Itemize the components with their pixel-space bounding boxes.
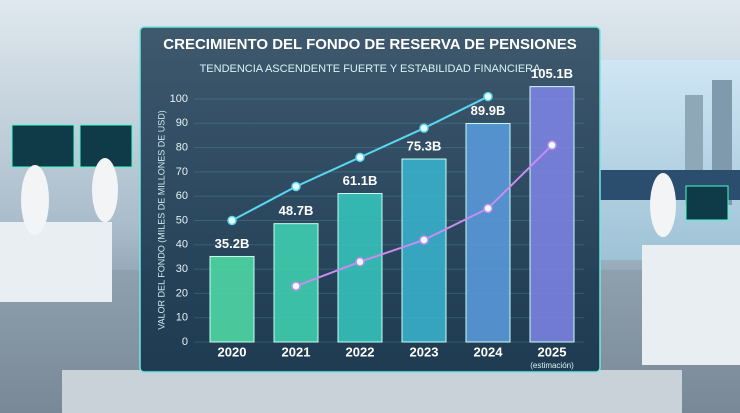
x-tick-label: 2023 <box>410 344 439 359</box>
trend-point <box>483 203 493 214</box>
bar <box>465 123 511 343</box>
trend-point <box>291 281 301 291</box>
bar <box>401 158 447 343</box>
y-tick-label: 100 <box>170 93 188 105</box>
x-tick-label: 2024 <box>474 344 504 359</box>
value-label: 35.2B <box>215 236 250 251</box>
trend-point <box>419 235 429 245</box>
chart-title: CRECIMIENTO DEL FONDO DE RESERVA DE PENS… <box>163 36 576 53</box>
y-tick-label: 40 <box>176 239 188 251</box>
y-tick-label: 50 <box>176 214 188 226</box>
scientist <box>21 165 49 235</box>
plot: 0 10 20 30 40 50 60 70 80 90 100 35.2B 2020 48.7B 2021… <box>170 66 584 370</box>
y-tick-label: 60 <box>176 190 188 202</box>
scientist <box>92 158 118 222</box>
x-tick-label: 2025 <box>538 344 567 359</box>
x-tick-label: 2020 <box>218 344 247 359</box>
trend-point <box>227 215 237 226</box>
monitor <box>685 185 729 221</box>
desk <box>62 370 682 413</box>
lab-bench <box>642 245 740 365</box>
x-tick-label: 2022 <box>346 344 375 359</box>
trend-point <box>291 181 301 192</box>
y-tick-label: 0 <box>182 336 188 348</box>
lab-bench <box>0 222 112 302</box>
trend-point <box>483 91 493 102</box>
y-axis-label: VALOR DEL FONDO (MILES DE MILLONES DE US… <box>156 110 166 330</box>
trend-point <box>355 152 365 163</box>
y-tick-label: 70 <box>176 166 188 178</box>
value-label: 89.9B <box>471 103 506 118</box>
x-tick-label: 2021 <box>282 344 311 359</box>
bar <box>209 255 255 343</box>
value-label: 105.1B <box>531 66 573 81</box>
y-tick-label: 80 <box>176 142 188 154</box>
y-tick-label: 90 <box>176 117 188 129</box>
y-tick-label: 10 <box>176 312 188 324</box>
y-tick-label: 30 <box>176 263 188 275</box>
value-label: 75.3B <box>407 138 442 153</box>
annotation: (estimación) <box>530 361 574 370</box>
wall-screen <box>11 124 75 168</box>
value-label: 61.1B <box>343 173 378 188</box>
trend-point <box>547 140 557 150</box>
y-tick-label: 20 <box>176 287 188 299</box>
value-label: 48.7B <box>279 203 314 218</box>
bar <box>529 86 575 343</box>
trend-point <box>355 257 365 267</box>
trend-point <box>419 123 429 133</box>
scientist <box>650 173 676 237</box>
chart-subtitle: TENDENCIA ASCENDENTE FUERTE Y ESTABILIDA… <box>200 63 542 75</box>
